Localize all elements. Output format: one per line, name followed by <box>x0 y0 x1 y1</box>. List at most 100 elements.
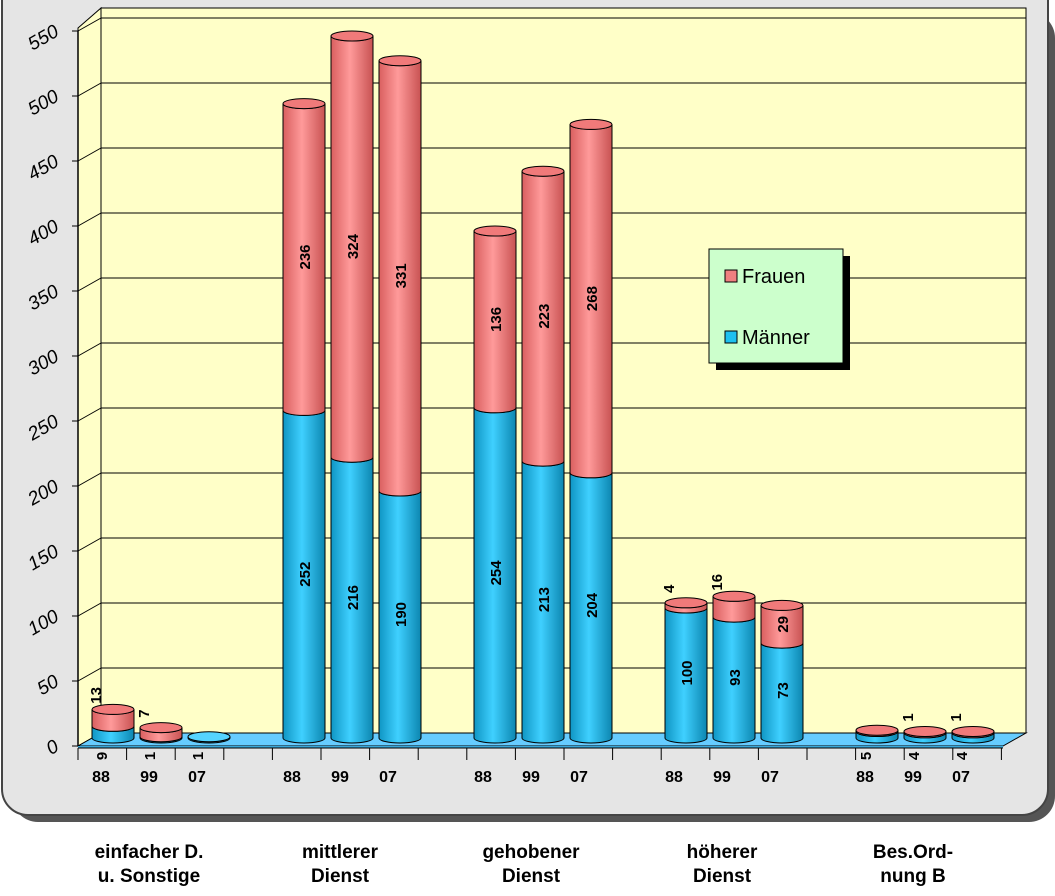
group-label-line1: höherer <box>687 842 758 863</box>
x-tick-label: 07 <box>952 769 970 786</box>
bar-stack: 204 268 <box>569 118 613 744</box>
bar-maenner-top <box>187 731 231 743</box>
legend-swatch-maenner <box>724 330 738 344</box>
bar-frauen-top <box>521 165 565 177</box>
bar-stack: 216 324 <box>330 30 374 744</box>
bar-stack: 93 16 <box>709 574 756 744</box>
group-label-line1: mittlerer <box>302 842 379 863</box>
value-label-maenner: 100 <box>679 660 696 685</box>
legend-label-maenner: Männer <box>742 327 810 349</box>
x-tick-label: 88 <box>283 769 301 786</box>
gridline-side <box>77 342 102 357</box>
value-label-maenner: 190 <box>393 602 410 627</box>
bar-stack: 17 <box>136 709 183 760</box>
bars: 9131712522362163241903312541362132232042… <box>88 30 995 760</box>
x-tick-label: 07 <box>570 769 588 786</box>
bar-frauen-top <box>760 599 804 611</box>
bar-frauen-top <box>139 722 183 734</box>
value-label-frauen: 4 <box>661 584 678 593</box>
x-tick-label: 88 <box>665 769 683 786</box>
legend: Frauen Männer <box>708 248 850 370</box>
group-labels: einfacher D. u. Sonstige mittlerer Dienst ge… <box>95 842 954 887</box>
value-label-maenner: 213 <box>536 587 553 612</box>
legend-swatch-frauen <box>724 269 738 283</box>
value-label-frauen: 136 <box>488 307 505 332</box>
bar-frauen-top <box>330 30 374 42</box>
bar-frauen-top <box>664 597 708 609</box>
bar-frauen-top <box>712 590 756 602</box>
value-label-maenner: 93 <box>727 669 744 686</box>
value-label-frauen: 13 <box>88 687 105 704</box>
gridline-side <box>77 472 102 487</box>
bar-stack: 213 223 <box>521 165 565 744</box>
value-label-frauen: 1 <box>948 713 965 721</box>
value-label-frauen: 223 <box>536 304 553 329</box>
gridline-side <box>77 667 102 682</box>
x-tick-label: 07 <box>379 769 397 786</box>
x-tick-label: 88 <box>92 769 110 786</box>
group-label-line2: Dienst <box>502 866 561 887</box>
value-label-maenner: 216 <box>345 585 362 610</box>
x-tick-label: 99 <box>713 769 731 786</box>
group-label-line2: Dienst <box>693 866 752 887</box>
value-label-maenner: 5 <box>858 752 875 760</box>
bar-stack: 5 <box>855 724 899 760</box>
value-label-maenner: 1 <box>190 752 207 760</box>
gridline-side <box>77 82 102 97</box>
group-label-line2: u. Sonstige <box>98 866 200 887</box>
group-label-line1: einfacher D. <box>95 842 204 863</box>
x-axis: 88 99 07 88 99 07 88 99 07 88 99 07 88 99 07 <box>77 747 1003 786</box>
gridline-side <box>77 407 102 422</box>
value-label-maenner: 254 <box>488 560 505 586</box>
bar-frauen-top <box>903 726 947 737</box>
x-tick-label: 88 <box>856 769 874 786</box>
legend-label-frauen: Frauen <box>742 266 805 288</box>
x-tick-label: 99 <box>904 769 922 786</box>
bar-stack: 100 4 <box>661 584 708 744</box>
bar-frauen-top <box>569 118 613 130</box>
bar-stack: 41 <box>948 713 995 760</box>
value-label-maenner: 73 <box>775 682 792 699</box>
value-label-frauen: 324 <box>345 233 362 259</box>
value-label-maenner: 252 <box>297 562 314 587</box>
gridline-side <box>77 147 102 162</box>
value-label-frauen: 29 <box>775 616 792 633</box>
plot-side-wall <box>77 6 102 747</box>
legend-box <box>708 248 844 364</box>
gridline-side <box>77 17 102 32</box>
group-label-line2: Dienst <box>311 866 370 887</box>
bar-frauen-top <box>473 225 517 237</box>
value-label-frauen: 236 <box>297 244 314 269</box>
bar-frauen-top <box>282 98 326 110</box>
group-label-line1: gehobener <box>482 842 580 863</box>
group-label-line1: Bes.Ord- <box>873 842 953 863</box>
value-label-maenner: 204 <box>584 592 601 618</box>
x-tick-label: 07 <box>188 769 206 786</box>
bar-stack: 252 236 <box>282 98 326 744</box>
x-tick-label: 07 <box>761 769 779 786</box>
bar-frauen-top <box>855 724 899 736</box>
bar-frauen-top <box>951 726 995 737</box>
group-label-line2: nung B <box>880 866 945 887</box>
value-label-frauen: 268 <box>584 286 601 311</box>
value-label-maenner: 4 <box>954 751 971 760</box>
value-label-frauen: 331 <box>393 263 410 288</box>
bar-stack: 254 136 <box>473 225 517 744</box>
x-tick-label: 88 <box>474 769 492 786</box>
gridline-side <box>77 537 102 552</box>
value-label-maenner: 1 <box>142 752 159 760</box>
bar-stack: 1 <box>187 731 231 760</box>
bar-frauen-top <box>91 703 135 715</box>
value-label-frauen: 1 <box>900 713 917 721</box>
value-label-frauen: 16 <box>709 574 726 591</box>
value-label-frauen: 7 <box>136 709 153 717</box>
value-label-maenner: 9 <box>94 752 111 760</box>
x-tick-label: 99 <box>522 769 540 786</box>
bar-stack: 41 <box>900 713 947 760</box>
gridline-side <box>77 212 102 227</box>
bar-frauen-top <box>378 55 422 67</box>
value-label-maenner: 4 <box>906 751 923 760</box>
bar-stack: 73 29 <box>760 599 804 744</box>
